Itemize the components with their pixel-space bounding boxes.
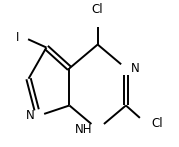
- Text: NH: NH: [75, 123, 93, 136]
- Text: I: I: [16, 31, 20, 44]
- Text: N: N: [26, 109, 35, 122]
- Text: Cl: Cl: [92, 2, 103, 16]
- Text: N: N: [131, 62, 140, 75]
- Text: Cl: Cl: [151, 117, 163, 130]
